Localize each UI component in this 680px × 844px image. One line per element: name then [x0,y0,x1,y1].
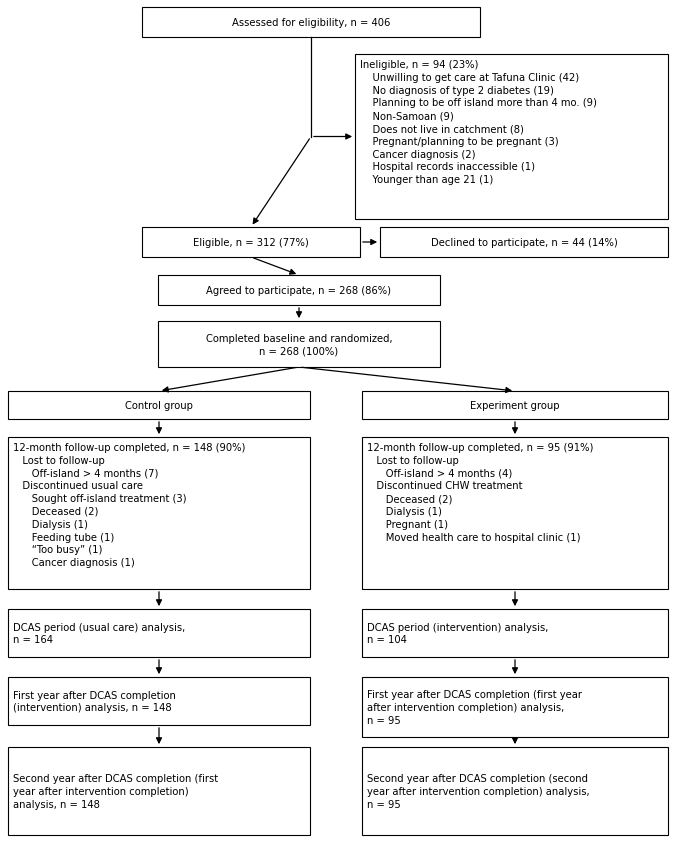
Text: Agreed to participate, n = 268 (86%): Agreed to participate, n = 268 (86%) [207,285,392,295]
FancyBboxPatch shape [8,392,310,419]
FancyBboxPatch shape [8,437,310,589]
FancyBboxPatch shape [362,609,668,657]
Text: 12-month follow-up completed, n = 95 (91%)
   Lost to follow-up
      Off-island: 12-month follow-up completed, n = 95 (91… [367,442,594,542]
Text: Declined to participate, n = 44 (14%): Declined to participate, n = 44 (14%) [430,238,617,247]
Text: 12-month follow-up completed, n = 148 (90%)
   Lost to follow-up
      Off-islan: 12-month follow-up completed, n = 148 (9… [13,442,245,567]
Text: First year after DCAS completion
(intervention) analysis, n = 148: First year after DCAS completion (interv… [13,690,176,712]
Text: Second year after DCAS completion (second
year after intervention completion) an: Second year after DCAS completion (secon… [367,773,590,809]
Text: Second year after DCAS completion (first
year after intervention completion)
ana: Second year after DCAS completion (first… [13,773,218,809]
FancyBboxPatch shape [158,276,440,306]
FancyBboxPatch shape [380,228,668,257]
FancyBboxPatch shape [362,677,668,737]
Text: Control group: Control group [125,401,193,410]
Text: First year after DCAS completion (first year
after intervention completion) anal: First year after DCAS completion (first … [367,690,582,725]
FancyBboxPatch shape [142,8,480,38]
Text: Experiment group: Experiment group [471,401,560,410]
Text: Eligible, n = 312 (77%): Eligible, n = 312 (77%) [193,238,309,247]
Text: DCAS period (usual care) analysis,
n = 164: DCAS period (usual care) analysis, n = 1… [13,622,185,645]
FancyBboxPatch shape [362,437,668,589]
FancyBboxPatch shape [8,677,310,725]
Text: Completed baseline and randomized,
n = 268 (100%): Completed baseline and randomized, n = 2… [205,333,392,356]
FancyBboxPatch shape [362,392,668,419]
FancyBboxPatch shape [158,322,440,368]
Text: DCAS period (intervention) analysis,
n = 104: DCAS period (intervention) analysis, n =… [367,622,548,645]
FancyBboxPatch shape [8,609,310,657]
FancyBboxPatch shape [355,55,668,219]
Text: Assessed for eligibility, n = 406: Assessed for eligibility, n = 406 [232,18,390,28]
Text: Ineligible, n = 94 (23%)
    Unwilling to get care at Tafuna Clinic (42)
    No : Ineligible, n = 94 (23%) Unwilling to ge… [360,60,597,185]
FancyBboxPatch shape [8,747,310,835]
FancyBboxPatch shape [362,747,668,835]
FancyBboxPatch shape [142,228,360,257]
